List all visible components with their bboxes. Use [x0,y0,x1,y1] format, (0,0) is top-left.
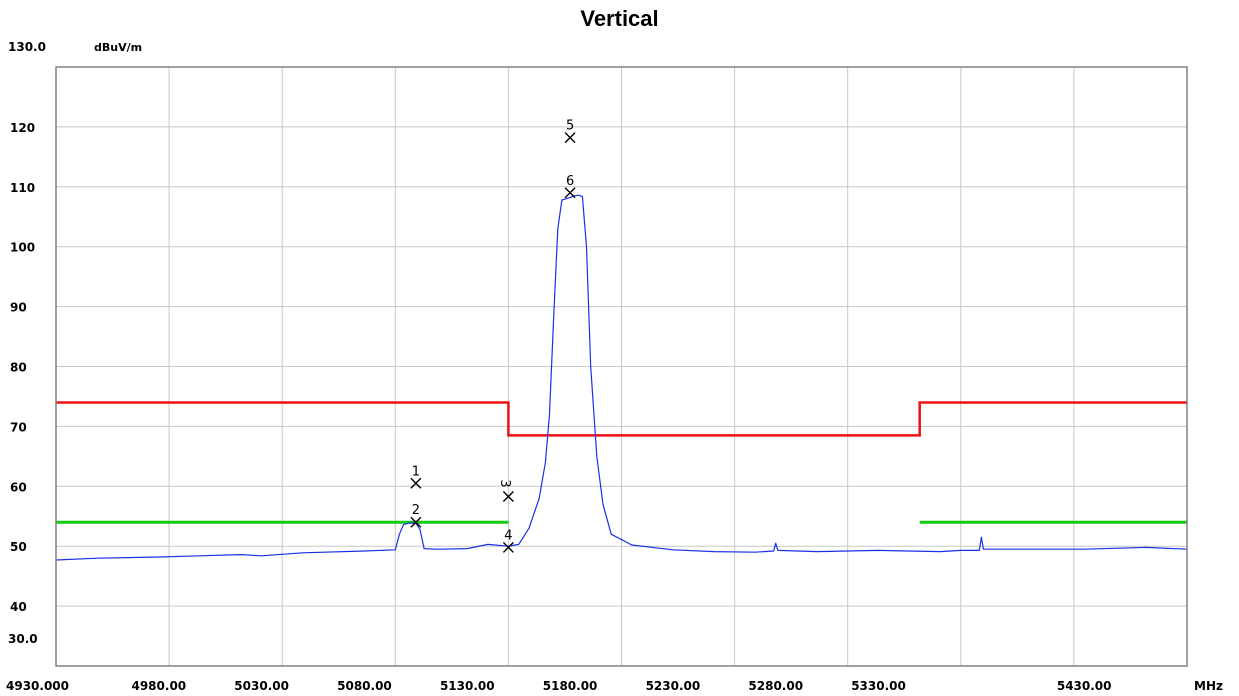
marker-label: 6 [566,174,574,189]
y-axis-unit: dBuV/m [94,41,142,54]
marker-label: 2 [412,503,420,518]
marker-cross [564,132,576,144]
grid [56,67,1187,666]
markers: 1 2 3 4 5 6 [410,119,576,553]
limit-line [56,401,1187,437]
y-tick-label: 70 [10,420,27,434]
y-tick-label: 90 [10,301,27,315]
x-tick-label: 5130.00 [440,679,495,693]
x-tick-label: 5030.00 [234,679,289,693]
x-tick-label: 5230.00 [646,679,701,693]
limit-lines [56,401,1187,524]
marker-2: 2 [410,503,422,528]
y-bottom-label: 30.0 [8,632,38,646]
marker-label: 3 [497,479,512,487]
marker-cross [502,490,514,502]
y-tick-label: 40 [10,600,27,614]
y-tick-label: 110 [10,181,35,195]
marker-label: 4 [504,528,512,543]
y-tick-label: 50 [10,540,27,554]
marker-cross [502,541,514,553]
y-tick-label: 60 [10,480,27,494]
x-tick-label: 5080.00 [337,679,392,693]
marker-cross [410,477,422,489]
marker-6: 6 [564,174,576,199]
measurement-trace [55,194,1188,561]
x-axis-unit: MHz [1194,679,1223,693]
trace-layer [55,194,1188,561]
y-tick-label: 120 [10,121,35,135]
y-top-label: 130.0 [8,40,46,54]
y-tick-label: 100 [10,241,35,255]
marker-3: 3 [497,479,514,502]
marker-cross [410,516,422,528]
marker-1: 1 [410,464,422,489]
marker-cross [564,187,576,199]
chart-title: Vertical [580,6,659,31]
marker-4: 4 [502,528,514,553]
x-tick-label: 5430.00 [1057,679,1112,693]
marker-label: 1 [412,464,420,479]
x-tick-label: 4980.00 [131,679,186,693]
plot-frame [55,66,1188,667]
x-tick-label: 5180.00 [543,679,598,693]
x-tick-label: 5280.00 [748,679,803,693]
x-tick-label: 4930.000 [6,679,69,693]
y-tick-label: 80 [10,361,27,375]
x-tick-label: 5330.00 [851,679,906,693]
axes: 120 110 100 90 80 70 60 50 40 130.0 30.0 dBuV/m 4930… [6,40,1223,693]
marker-5: 5 [564,119,576,144]
marker-label: 5 [566,119,574,134]
